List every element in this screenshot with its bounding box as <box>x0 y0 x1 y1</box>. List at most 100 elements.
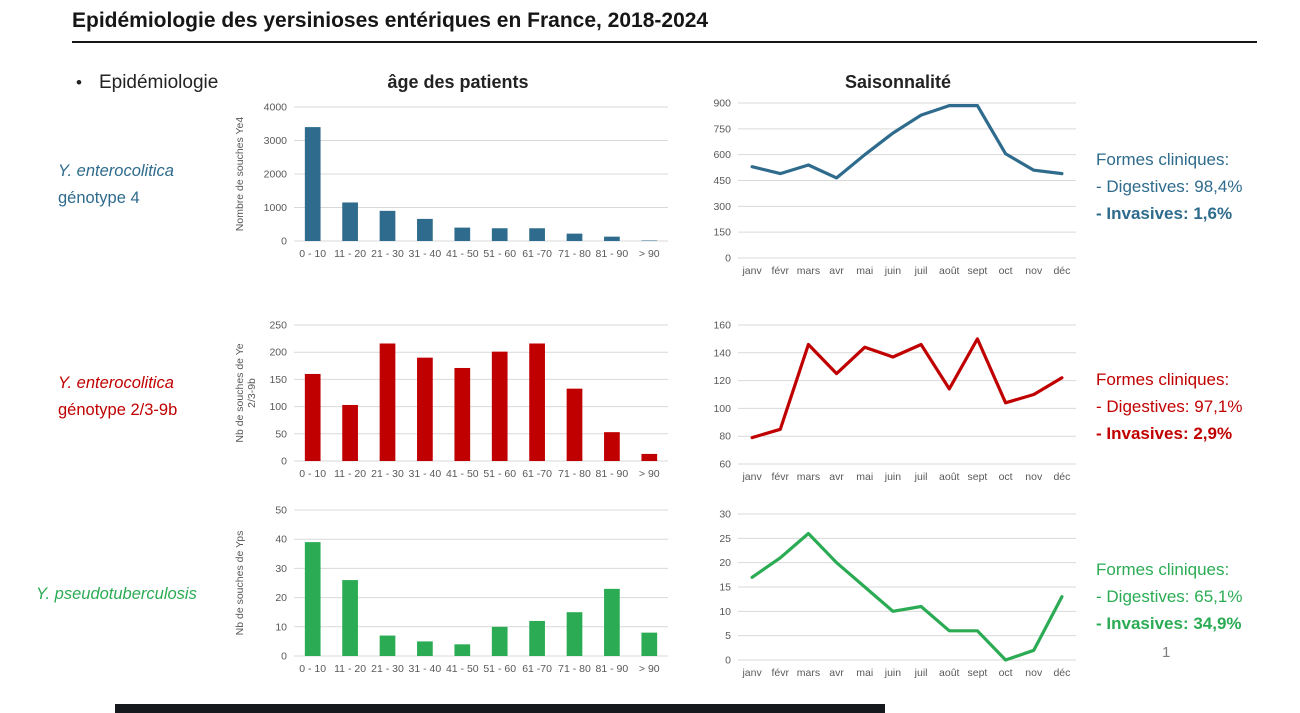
svg-text:21 - 30: 21 - 30 <box>371 468 404 480</box>
svg-text:août: août <box>939 667 960 679</box>
clinical-forms-title: Formes cliniques: <box>1096 560 1230 579</box>
svg-text:oct: oct <box>999 667 1013 679</box>
svg-text:71 - 80: 71 - 80 <box>558 248 591 260</box>
svg-text:31 - 40: 31 - 40 <box>409 663 442 675</box>
svg-text:40: 40 <box>275 534 287 546</box>
svg-text:mai: mai <box>856 265 873 277</box>
genotype-name: génotype 2/3-9b <box>58 401 178 420</box>
svg-text:0 - 10: 0 - 10 <box>299 468 326 480</box>
svg-text:mars: mars <box>797 471 820 483</box>
svg-text:oct: oct <box>999 471 1013 483</box>
svg-text:250: 250 <box>269 320 287 332</box>
clinical-forms-ye4: Formes cliniques: - Digestives: 98,4% - … <box>1096 146 1242 228</box>
species-name: Y. enterocolitica <box>58 374 174 392</box>
svg-text:100: 100 <box>713 403 731 415</box>
svg-text:sept: sept <box>967 667 987 679</box>
svg-text:0: 0 <box>281 236 287 248</box>
svg-text:> 90: > 90 <box>639 248 660 260</box>
svg-text:60: 60 <box>719 459 731 471</box>
svg-text:750: 750 <box>713 123 731 135</box>
svg-text:avr: avr <box>829 265 844 277</box>
svg-text:mars: mars <box>797 265 820 277</box>
invasives-value: - Invasives: 34,9% <box>1096 614 1242 634</box>
bullet-item-epidemiologie: • Epidémiologie <box>76 72 218 94</box>
svg-text:0 - 10: 0 - 10 <box>299 248 326 260</box>
svg-text:81 - 90: 81 - 90 <box>596 468 629 480</box>
svg-text:déc: déc <box>1053 667 1070 679</box>
svg-text:100: 100 <box>269 401 287 413</box>
svg-text:juil: juil <box>914 667 928 679</box>
svg-text:août: août <box>939 265 960 277</box>
svg-text:3000: 3000 <box>264 135 288 147</box>
svg-text:2/3-9b: 2/3-9b <box>246 378 258 408</box>
invasives-value: - Invasives: 2,9% <box>1096 424 1233 444</box>
svg-text:31 - 40: 31 - 40 <box>409 248 442 260</box>
svg-text:20: 20 <box>275 592 287 604</box>
bullet-icon: • <box>76 73 82 92</box>
chart-title-seasonality: Saisonnalité <box>844 72 952 92</box>
svg-text:50: 50 <box>275 505 287 517</box>
svg-text:déc: déc <box>1053 471 1070 483</box>
svg-text:juil: juil <box>914 471 928 483</box>
svg-text:juin: juin <box>884 471 902 483</box>
species-name: Y. pseudotuberculosis <box>36 585 197 603</box>
age-bar-chart-yps: 0 10 20 30 40 50 0 - 10 11 - 20 21 - 30 31 - 40 41… <box>234 505 668 675</box>
row-label-yps: Y. pseudotuberculosis <box>36 581 197 608</box>
svg-text:5: 5 <box>725 630 731 642</box>
svg-text:80: 80 <box>719 431 731 443</box>
svg-text:300: 300 <box>713 201 731 213</box>
clinical-forms-yps: Formes cliniques: - Digestives: 65,1% - … <box>1096 556 1242 638</box>
seasonality-line-chart-ye239b: 60 80 100 120 140 160 janv févr mars avr mai juin ju… <box>713 320 1076 483</box>
svg-text:10: 10 <box>275 621 287 633</box>
age-bar-chart-ye4: 0 1000 2000 3000 4000 0 - 10 11 - 20 21 - 30 31 … <box>234 102 668 260</box>
svg-text:avr: avr <box>829 471 844 483</box>
svg-text:200: 200 <box>269 347 287 359</box>
svg-text:0: 0 <box>725 253 731 265</box>
svg-text:0: 0 <box>725 655 731 667</box>
svg-text:61 -70: 61 -70 <box>522 663 552 675</box>
page-title: Epidémiologie des yersinioses entériques… <box>72 9 709 32</box>
svg-text:Nombre de souches Ye4: Nombre de souches Ye4 <box>234 117 246 232</box>
digestives-value: - Digestives: 98,4% <box>1096 177 1243 197</box>
svg-text:sept: sept <box>967 471 987 483</box>
svg-text:janv: janv <box>741 471 762 483</box>
clinical-forms-ye239b: Formes cliniques: - Digestives: 97,1% - … <box>1096 366 1242 448</box>
svg-text:10: 10 <box>719 606 731 618</box>
svg-text:11 - 20: 11 - 20 <box>334 248 366 260</box>
row-label-ye4: Y. enterocolitica génotype 4 <box>58 158 174 212</box>
svg-text:juin: juin <box>884 667 902 679</box>
svg-text:600: 600 <box>713 149 731 161</box>
svg-text:0: 0 <box>281 651 287 663</box>
svg-text:févr: févr <box>771 265 789 277</box>
clinical-forms-title: Formes cliniques: <box>1096 150 1230 169</box>
svg-text:sept: sept <box>967 265 987 277</box>
svg-text:160: 160 <box>713 320 731 332</box>
svg-text:450: 450 <box>713 175 731 187</box>
svg-text:oct: oct <box>999 265 1013 277</box>
svg-text:41 - 50: 41 - 50 <box>446 248 479 260</box>
age-bar-chart-ye239b: 0 50 100 150 200 250 0 - 10 11 - 20 21 - 30 31 - … <box>234 320 668 480</box>
svg-text:> 90: > 90 <box>639 468 660 480</box>
title-underline <box>72 41 1257 43</box>
chart-title-age: âge des patients <box>387 72 529 92</box>
genotype-name: génotype 4 <box>58 189 140 208</box>
svg-text:71 - 80: 71 - 80 <box>558 663 591 675</box>
svg-text:21 - 30: 21 - 30 <box>371 663 404 675</box>
svg-text:11 - 20: 11 - 20 <box>334 468 366 480</box>
row-label-ye239b: Y. enterocolitica génotype 2/3-9b <box>58 370 177 424</box>
svg-text:nov: nov <box>1025 471 1043 483</box>
svg-text:août: août <box>939 471 960 483</box>
svg-text:21 - 30: 21 - 30 <box>371 248 404 260</box>
svg-text:71 - 80: 71 - 80 <box>558 468 591 480</box>
bottom-accent-bar <box>115 704 885 713</box>
svg-text:150: 150 <box>269 374 287 386</box>
seasonality-line-chart-yps: 0 5 10 15 20 25 30 janv févr mars avr mai juin juil ao… <box>719 509 1076 679</box>
svg-text:Nb de souches de Ye: Nb de souches de Ye <box>234 343 246 442</box>
svg-text:81 - 90: 81 - 90 <box>596 248 629 260</box>
svg-text:> 90: > 90 <box>639 663 660 675</box>
svg-text:31 - 40: 31 - 40 <box>409 468 442 480</box>
svg-text:120: 120 <box>713 375 731 387</box>
svg-text:juin: juin <box>884 265 902 277</box>
svg-text:11 - 20: 11 - 20 <box>334 663 366 675</box>
